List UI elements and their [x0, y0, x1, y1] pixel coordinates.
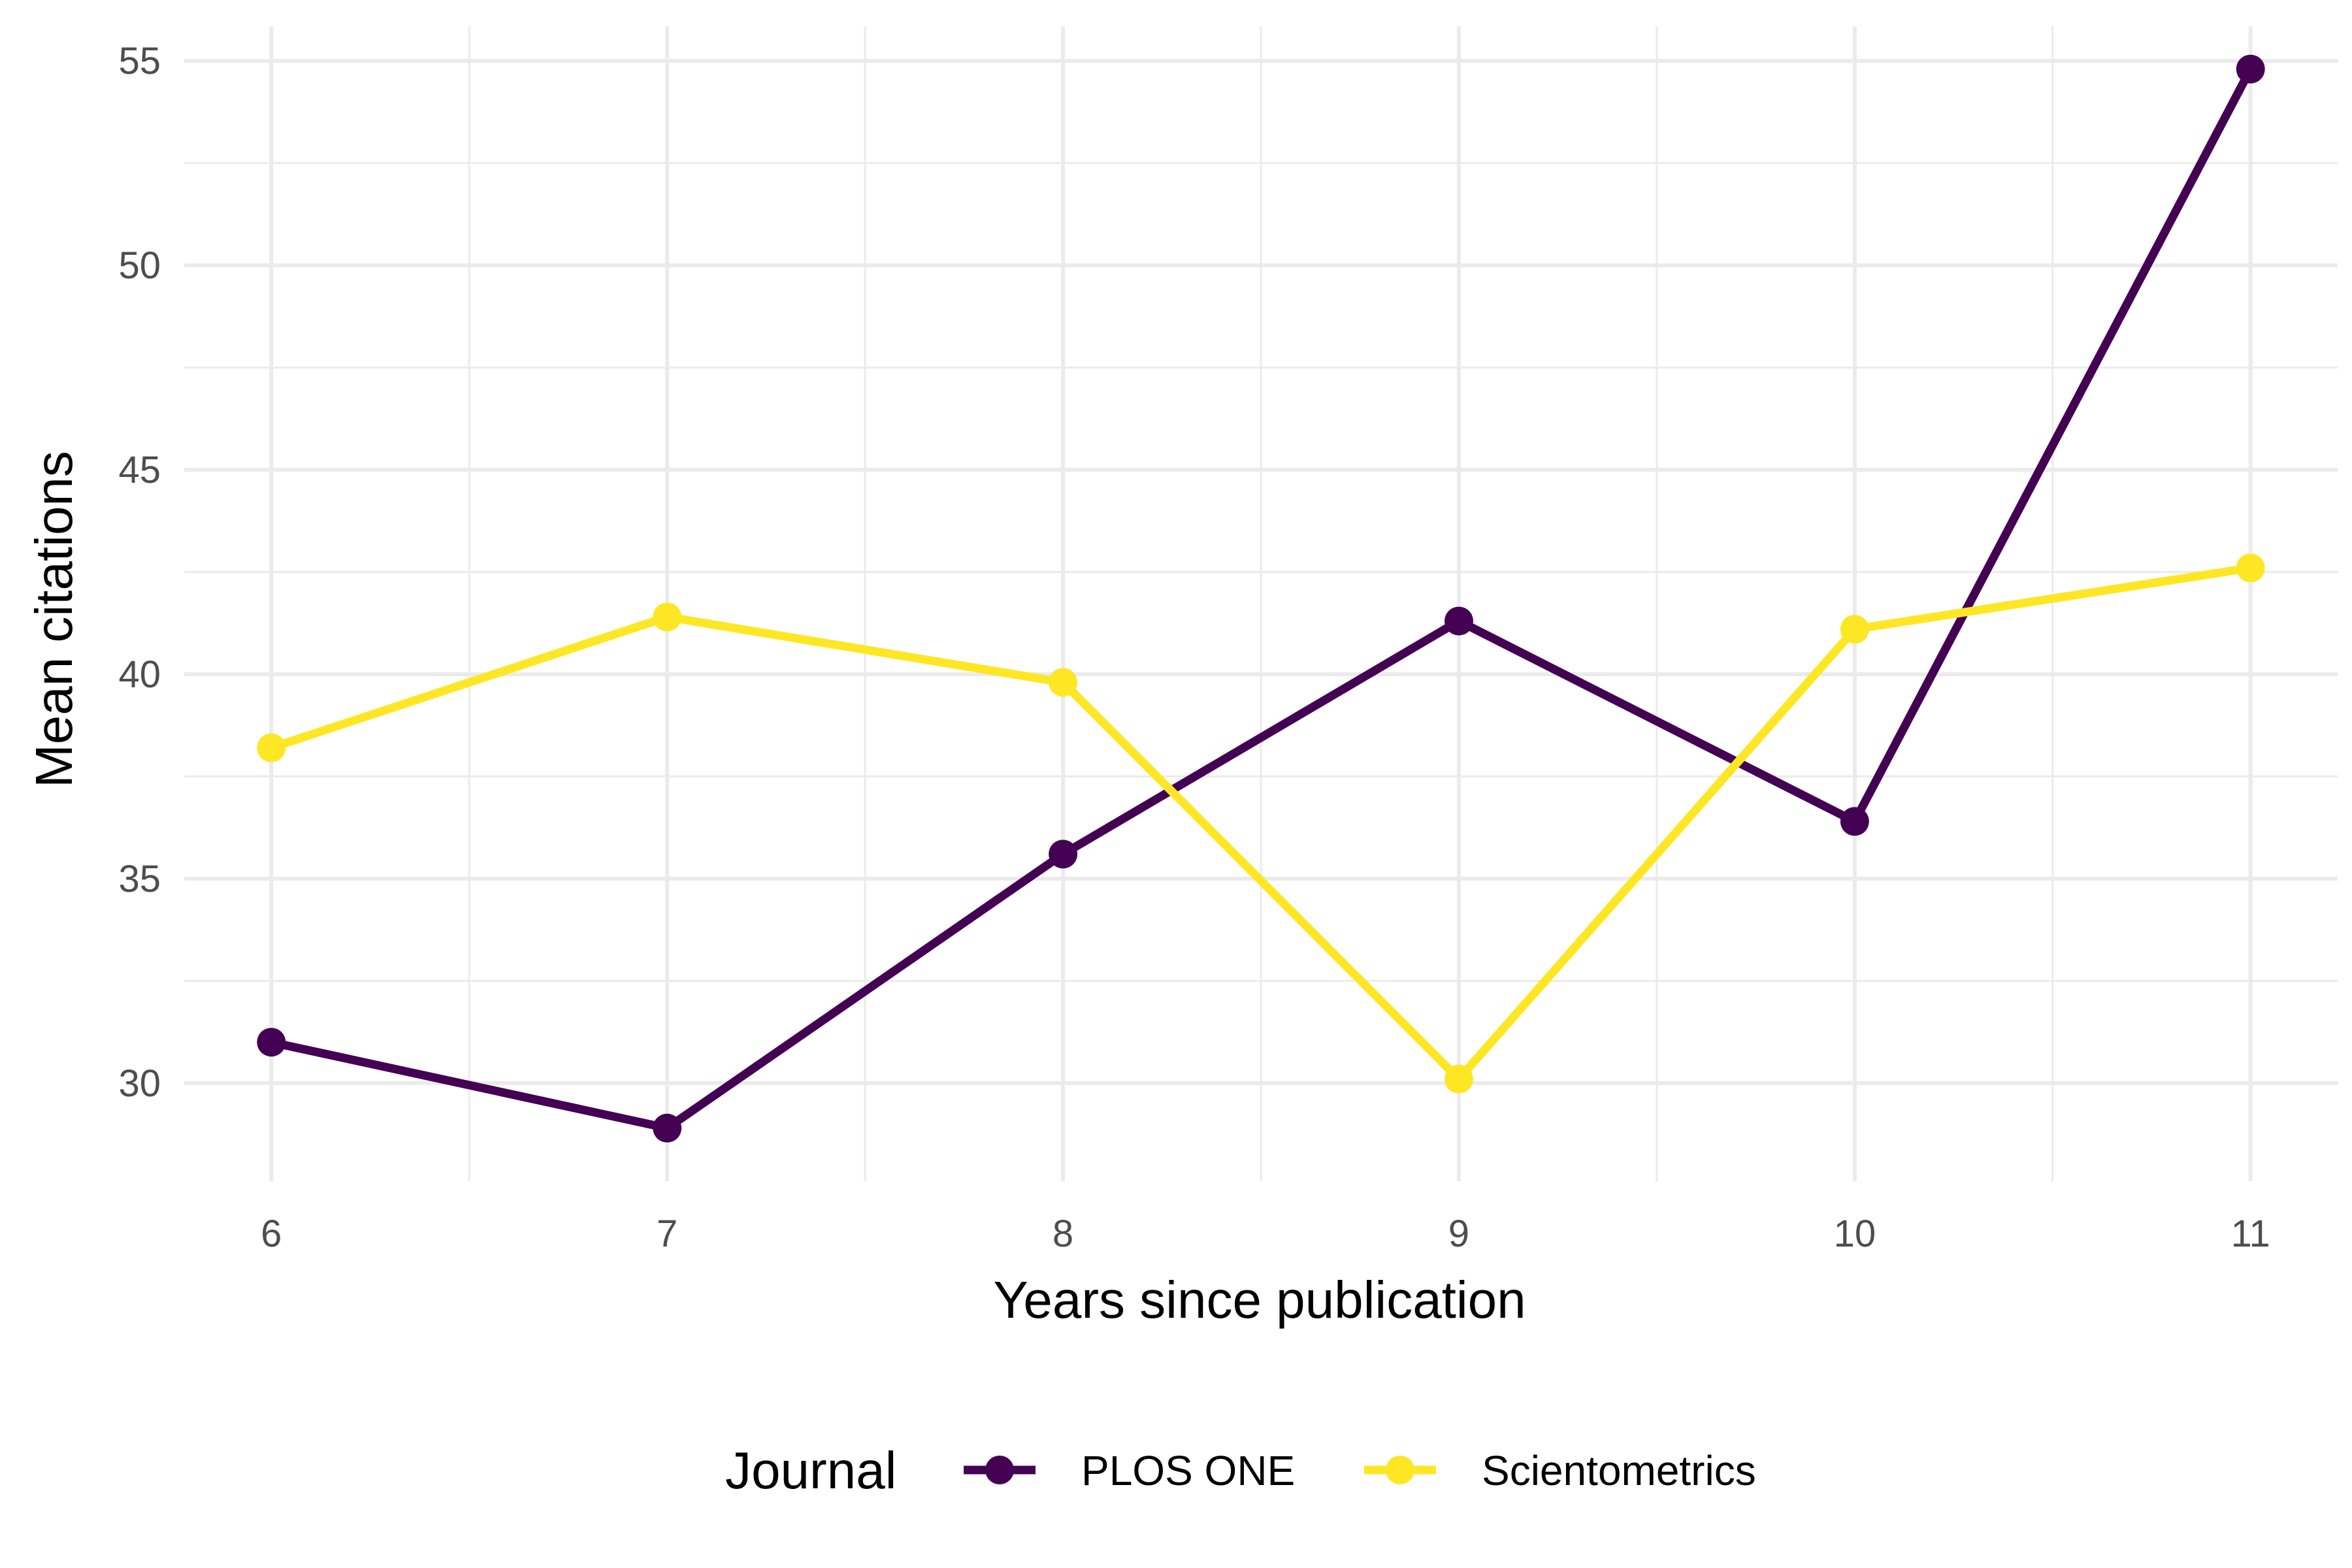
legend-title: Journal — [725, 1441, 896, 1499]
y-axis-tick-labels: 30 35 40 45 50 55 — [118, 40, 161, 1105]
y-tick-label: 30 — [118, 1062, 161, 1105]
data-point-plos-one — [653, 1113, 682, 1143]
x-tick-label: 9 — [1448, 1213, 1469, 1255]
minor-gridlines — [184, 26, 2338, 1181]
data-point-scientometrics — [1444, 1064, 1473, 1094]
data-point-scientometrics — [1840, 615, 1869, 644]
legend-label-plos-one: PLOS ONE — [1081, 1447, 1295, 1494]
x-tick-label: 8 — [1053, 1213, 1073, 1255]
data-point-scientometrics — [1049, 668, 1078, 697]
data-point-scientometrics — [2236, 553, 2265, 583]
y-tick-label: 40 — [118, 653, 161, 696]
x-tick-label: 6 — [261, 1213, 282, 1255]
x-axis-title: Years since publication — [993, 1271, 1526, 1329]
series-points — [257, 54, 2265, 1143]
legend-key-point-scientometrics — [1386, 1456, 1414, 1484]
y-tick-label: 45 — [118, 449, 161, 491]
x-tick-label: 11 — [2231, 1213, 2270, 1255]
x-tick-label: 7 — [657, 1213, 678, 1255]
legend-label-scientometrics: Scientometrics — [1482, 1447, 1756, 1494]
x-tick-label: 10 — [1834, 1213, 1876, 1255]
series-lines — [270, 67, 2255, 1133]
y-axis-title: Mean citations — [25, 451, 83, 788]
legend-key-point-plos-one — [985, 1456, 1014, 1484]
y-tick-label: 55 — [118, 40, 161, 82]
legend: Journal PLOS ONE Scientometrics — [725, 1441, 1756, 1499]
series-line-plos-one — [270, 67, 2255, 1133]
data-point-scientometrics — [257, 733, 286, 762]
y-tick-label: 50 — [118, 244, 161, 287]
legend-items: PLOS ONE Scientometrics — [964, 1447, 1756, 1494]
y-tick-label: 35 — [118, 858, 161, 900]
series-line-scientometrics — [270, 563, 2251, 1084]
data-point-plos-one — [2236, 54, 2265, 84]
data-point-plos-one — [1840, 807, 1869, 836]
data-point-plos-one — [1444, 606, 1473, 636]
data-point-plos-one — [1049, 840, 1078, 869]
data-point-scientometrics — [653, 602, 682, 632]
x-axis-tick-labels: 6 7 8 9 10 11 — [261, 1213, 2270, 1255]
data-point-plos-one — [257, 1028, 286, 1057]
